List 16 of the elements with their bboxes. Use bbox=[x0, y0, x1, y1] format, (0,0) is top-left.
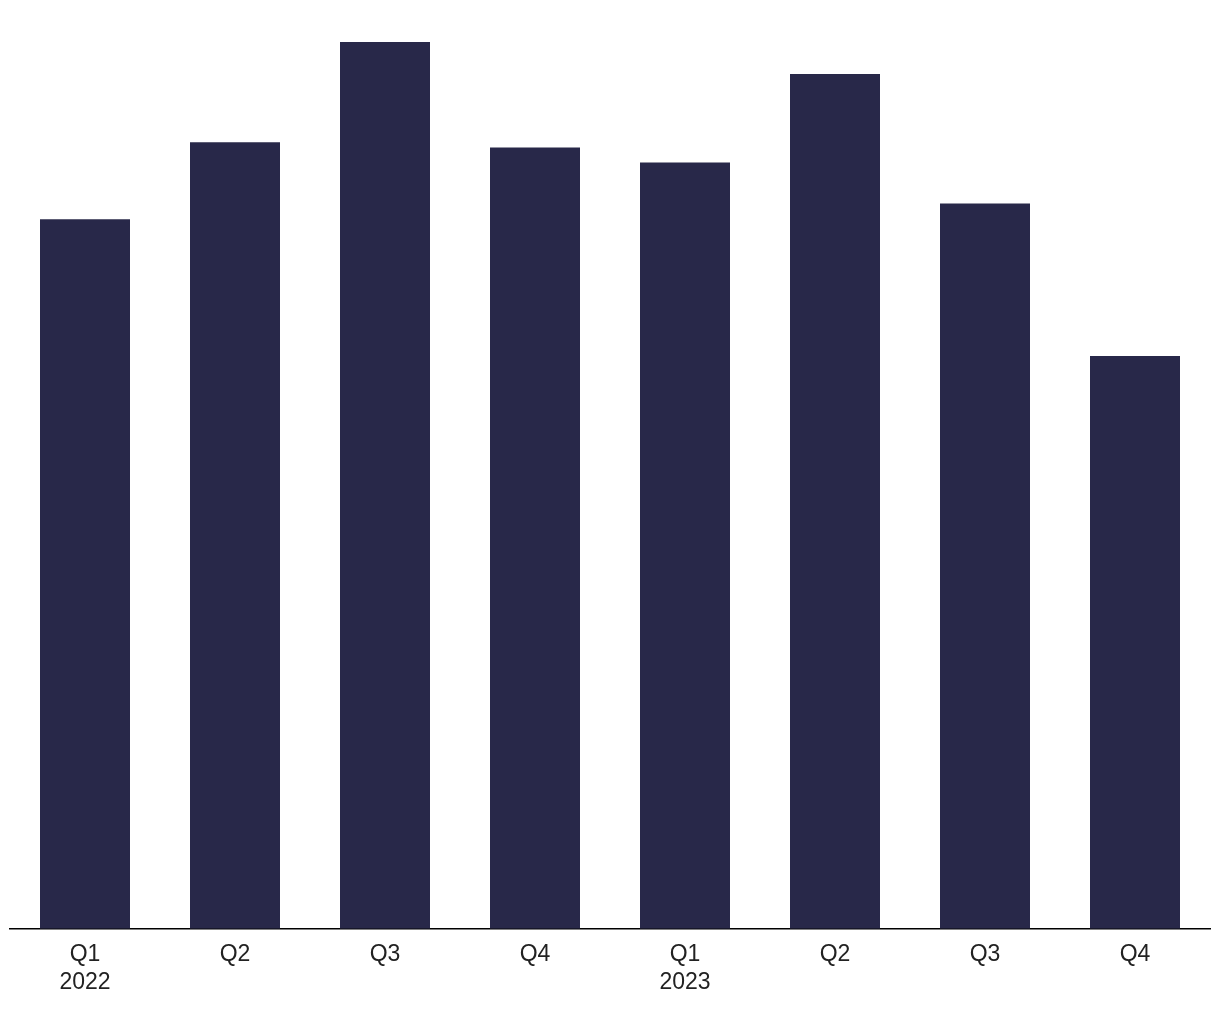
x-tick-label: Q3 bbox=[969, 939, 1001, 966]
bar bbox=[790, 73, 880, 929]
bar bbox=[40, 219, 130, 929]
x-tick-label: Q3 bbox=[369, 939, 401, 966]
bar bbox=[940, 203, 1030, 929]
x-tick-label: Q2 bbox=[819, 939, 851, 966]
bar bbox=[190, 142, 280, 929]
bar bbox=[340, 42, 430, 929]
bar bbox=[640, 162, 730, 929]
bar bbox=[1090, 355, 1180, 929]
x-tick-label: Q2 bbox=[219, 939, 251, 966]
x-tick-label: Q1 2022 bbox=[59, 939, 111, 994]
bar bbox=[490, 147, 580, 929]
x-tick-label: Q4 bbox=[519, 939, 551, 966]
x-tick-label: Q1 2023 bbox=[659, 939, 711, 994]
x-tick-label: Q4 bbox=[1119, 939, 1151, 966]
